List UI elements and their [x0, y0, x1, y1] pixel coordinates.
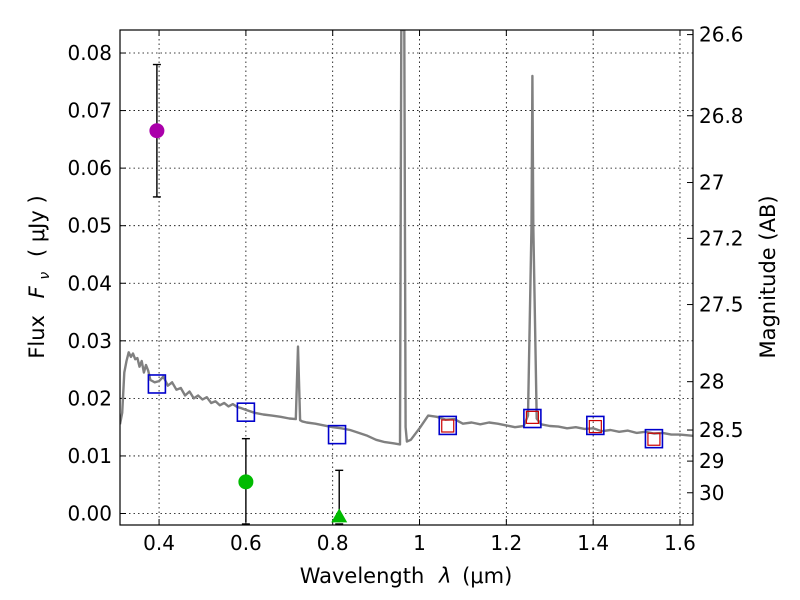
y2-tick-label: 26.6 — [699, 23, 744, 47]
y2-tick-label: 27.5 — [699, 293, 744, 317]
y-axis-label-subscript: ν — [37, 272, 53, 280]
y-tick-label: 0.05 — [67, 214, 112, 238]
y2-tick-label: 27 — [699, 171, 724, 195]
model-photometry-point — [586, 415, 605, 436]
observed-photometry-point — [588, 419, 602, 434]
y2-tick-label: 28.5 — [699, 418, 744, 442]
y-tick-label: 0.02 — [67, 386, 112, 410]
y-tick-label: 0.01 — [67, 444, 112, 468]
y-tick-label: 0.06 — [67, 156, 112, 180]
x-tick-label: 0.6 — [230, 531, 262, 555]
model-photometry-point — [236, 402, 256, 422]
y-tick-label: 0.07 — [67, 99, 112, 123]
y2-tick-label: 26.8 — [699, 104, 744, 128]
model-photometry-point — [644, 428, 664, 449]
grid-lines — [120, 30, 693, 525]
x-tick-label: 0.8 — [317, 531, 349, 555]
model-photometry-point — [523, 408, 542, 429]
y-tick-label: 0.00 — [67, 501, 112, 525]
x-tick-label: 1.4 — [577, 531, 609, 555]
y-axis-label-symbol: F — [25, 285, 49, 298]
axis-ticks — [120, 30, 693, 525]
x-tick-label: 1.2 — [490, 531, 522, 555]
x-axis-label-text: Wavelength — [300, 564, 425, 588]
observed-photometry-point — [441, 419, 455, 433]
y-axis-label-text: Flux — [25, 315, 49, 359]
model-photometry-point — [147, 374, 167, 394]
model-photometry-point — [438, 415, 458, 436]
y2-tick-label: 30 — [699, 481, 724, 505]
y-tick-label: 0.03 — [67, 329, 112, 353]
observed-photometry-point — [525, 410, 539, 424]
y2-axis-label: Magnitude (AB) — [756, 195, 780, 358]
x-axis-label: Wavelength λ (μm) — [300, 564, 513, 588]
sed-line — [120, 30, 693, 446]
x-tick-label: 1 — [413, 531, 426, 555]
x-tick-label: 0.4 — [143, 531, 175, 555]
upper-limit-circle — [238, 474, 254, 490]
x-axis-label-unit: (μm) — [462, 564, 512, 588]
y-tick-labels: 0.00 0.01 0.02 0.03 0.04 0.05 0.06 0.07 0.08 — [67, 41, 112, 525]
y2-tick-label: 28 — [699, 370, 724, 394]
observed-photometry-point — [647, 432, 661, 446]
y-tick-label: 0.04 — [67, 271, 112, 295]
y2-tick-label: 29 — [699, 449, 724, 473]
model-photometry-point — [327, 424, 347, 445]
detection-point — [149, 123, 165, 139]
y2-tick-label: 27.2 — [699, 226, 744, 250]
plot-area — [120, 30, 693, 525]
x-tick-labels: 0.4 0.6 0.8 1 1.2 1.4 1.6 — [143, 531, 696, 555]
plot-frame — [119, 29, 694, 526]
x-axis-label-symbol: λ — [438, 564, 451, 588]
upper-limit-triangle — [331, 508, 348, 523]
y-axis-label: Flux F ν ( μJy ) — [25, 195, 54, 358]
y2-tick-labels: 26.6 26.8 27 27.2 27.5 28 28.5 29 30 — [699, 23, 744, 505]
x-tick-label: 1.6 — [664, 531, 696, 555]
y-tick-label: 0.08 — [67, 41, 112, 65]
plot-clip-group — [120, 30, 693, 525]
y-axis-label-unit: ( μJy ) — [25, 195, 49, 257]
